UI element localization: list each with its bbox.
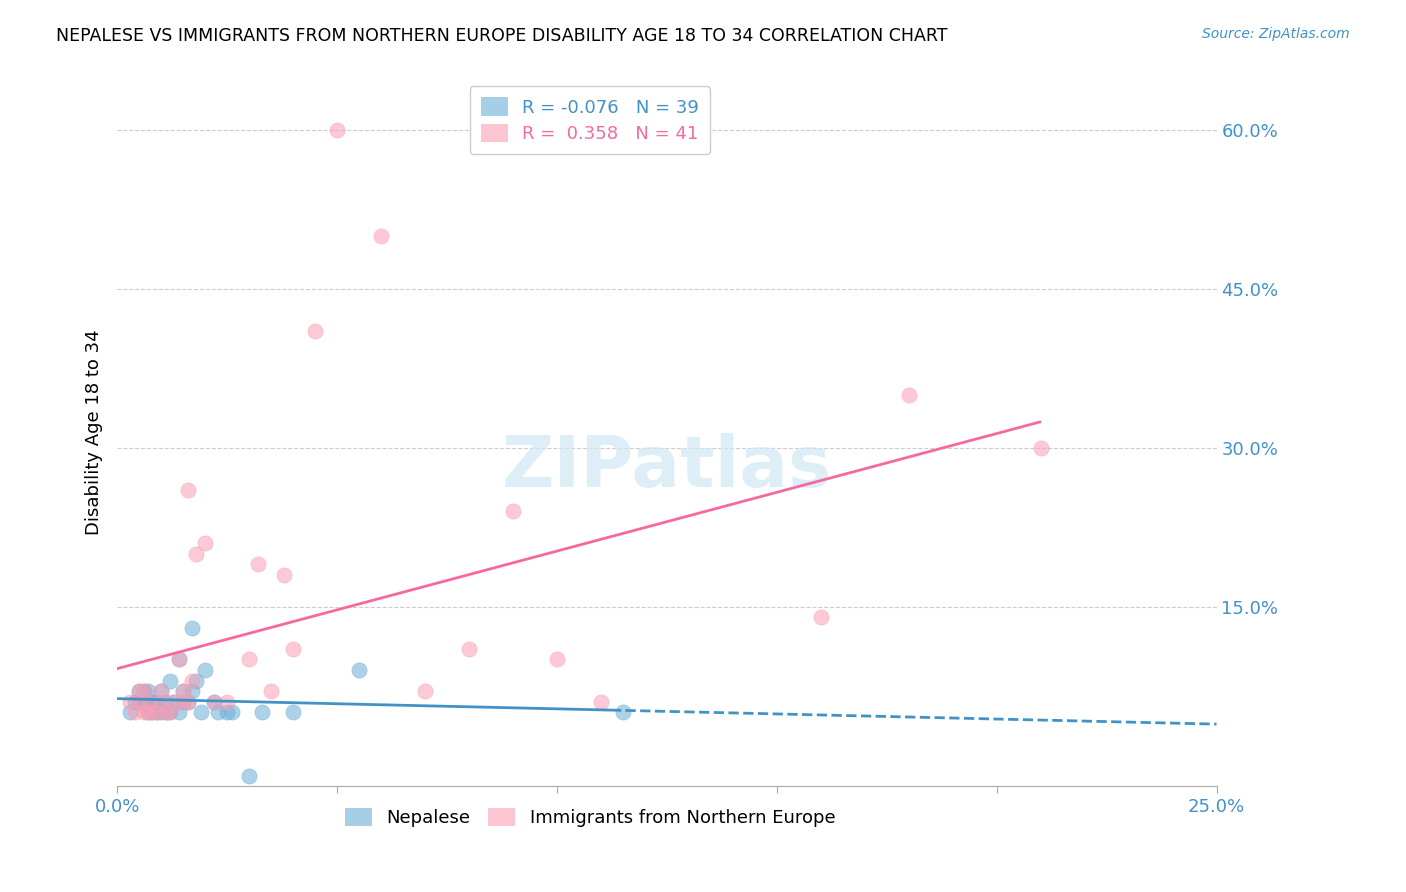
Point bbox=[413, 684, 436, 698]
Point bbox=[159, 706, 181, 720]
Point bbox=[132, 695, 155, 709]
Point bbox=[132, 684, 155, 698]
Point bbox=[145, 706, 167, 720]
Point bbox=[163, 695, 186, 709]
Point bbox=[150, 706, 173, 720]
Point bbox=[150, 695, 173, 709]
Point bbox=[136, 706, 159, 720]
Point bbox=[128, 695, 150, 709]
Point bbox=[181, 621, 204, 635]
Point bbox=[155, 706, 177, 720]
Point bbox=[167, 652, 190, 666]
Point bbox=[246, 558, 269, 572]
Point bbox=[281, 706, 304, 720]
Point bbox=[150, 684, 173, 698]
Point bbox=[202, 695, 225, 709]
Point bbox=[172, 695, 194, 709]
Y-axis label: Disability Age 18 to 34: Disability Age 18 to 34 bbox=[86, 329, 103, 535]
Point bbox=[1029, 441, 1052, 455]
Point bbox=[172, 695, 194, 709]
Point bbox=[612, 706, 634, 720]
Point bbox=[145, 695, 167, 709]
Point bbox=[238, 769, 260, 783]
Point bbox=[167, 706, 190, 720]
Point bbox=[167, 652, 190, 666]
Point bbox=[136, 706, 159, 720]
Point bbox=[897, 388, 920, 402]
Point bbox=[120, 695, 142, 709]
Point bbox=[141, 706, 163, 720]
Point bbox=[186, 673, 208, 688]
Point bbox=[136, 695, 159, 709]
Point bbox=[124, 706, 146, 720]
Point bbox=[217, 706, 239, 720]
Point bbox=[141, 695, 163, 709]
Point bbox=[159, 706, 181, 720]
Legend: Nepalese, Immigrants from Northern Europe: Nepalese, Immigrants from Northern Europ… bbox=[337, 800, 842, 834]
Point bbox=[150, 684, 173, 698]
Point bbox=[190, 706, 212, 720]
Point bbox=[155, 706, 177, 720]
Point bbox=[281, 641, 304, 656]
Point bbox=[207, 706, 229, 720]
Point bbox=[181, 673, 204, 688]
Text: Source: ZipAtlas.com: Source: ZipAtlas.com bbox=[1202, 27, 1350, 41]
Point bbox=[458, 641, 481, 656]
Point bbox=[145, 706, 167, 720]
Point bbox=[128, 684, 150, 698]
Point bbox=[132, 684, 155, 698]
Point bbox=[181, 684, 204, 698]
Point bbox=[176, 695, 198, 709]
Point bbox=[370, 229, 392, 244]
Text: NEPALESE VS IMMIGRANTS FROM NORTHERN EUROPE DISABILITY AGE 18 TO 34 CORRELATION : NEPALESE VS IMMIGRANTS FROM NORTHERN EUR… bbox=[56, 27, 948, 45]
Point bbox=[502, 504, 524, 518]
Point bbox=[326, 123, 349, 137]
Point bbox=[546, 652, 568, 666]
Point bbox=[273, 567, 295, 582]
Point bbox=[141, 706, 163, 720]
Point bbox=[221, 706, 243, 720]
Point bbox=[194, 536, 217, 550]
Point bbox=[238, 652, 260, 666]
Point bbox=[172, 684, 194, 698]
Point bbox=[163, 695, 186, 709]
Point bbox=[217, 695, 239, 709]
Point bbox=[589, 695, 612, 709]
Point bbox=[810, 610, 832, 624]
Point bbox=[136, 684, 159, 698]
Point bbox=[194, 663, 217, 677]
Point bbox=[347, 663, 370, 677]
Point bbox=[159, 673, 181, 688]
Point bbox=[132, 706, 155, 720]
Point bbox=[304, 325, 326, 339]
Point bbox=[176, 483, 198, 498]
Point bbox=[120, 706, 142, 720]
Point bbox=[128, 684, 150, 698]
Point bbox=[128, 695, 150, 709]
Point bbox=[172, 684, 194, 698]
Point bbox=[176, 695, 198, 709]
Point bbox=[252, 706, 274, 720]
Point bbox=[260, 684, 283, 698]
Point bbox=[186, 547, 208, 561]
Point bbox=[124, 695, 146, 709]
Point bbox=[136, 695, 159, 709]
Text: ZIPatlas: ZIPatlas bbox=[502, 433, 832, 502]
Point bbox=[155, 695, 177, 709]
Point bbox=[202, 695, 225, 709]
